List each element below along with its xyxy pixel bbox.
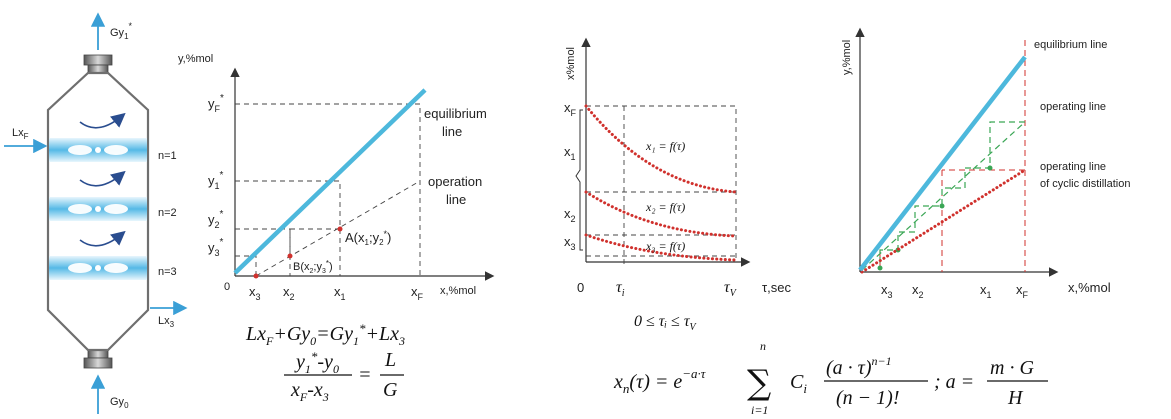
sum-lower-limit: i=1 (751, 403, 768, 417)
formula-a-denominator: H (1007, 387, 1024, 409)
formula-denominator: (n − 1)! (836, 387, 899, 409)
y-axis-label: x%mol (565, 47, 577, 80)
y-tick-yf: yF* (208, 93, 224, 114)
formula-a-numerator: m · G (990, 357, 1034, 379)
vapor-in-label: Gy0 (110, 396, 129, 410)
y-tick-x1: x1 (564, 144, 576, 162)
curve-x2 (584, 190, 738, 238)
vapor-out-label: Gy1* (110, 21, 133, 41)
x-tick-x3: x3 (881, 282, 893, 300)
equilibrium-line (858, 55, 1027, 272)
stage-label: n=1 (158, 150, 177, 162)
x-tick-x2: x2 (912, 282, 924, 300)
operating-line-label: operating line (1040, 101, 1106, 113)
cyclic-line-label: operating line (1040, 161, 1106, 173)
equilibrium-line-label: equilibrium (424, 106, 487, 121)
bottom-flange (83, 357, 113, 369)
curve-label-x2: x₂ = f(τ) (645, 200, 685, 214)
origin-label: 0 (224, 281, 230, 293)
batch-curves-diagram: x%mol τ,sec 0 x₁ = f(τ) x₂ = f(τ) x₃ = f… (564, 37, 791, 333)
curve-x3 (584, 233, 738, 262)
cyclic-distillation-diagram: y,%mol x,%mol x3 x2 x1 xF equilibrium li… (841, 27, 1130, 300)
bottoms-label: Lx3 (158, 315, 175, 329)
operation-line-label: line (446, 192, 466, 207)
stage-label: n=3 (158, 266, 177, 278)
origin-label: 0 (577, 280, 584, 295)
sum-symbol: ∑ (747, 363, 771, 403)
bottom-nozzle (87, 349, 109, 359)
top-flange (83, 54, 113, 66)
point-b (287, 253, 293, 259)
ratio-denominator: xF-x3 (290, 379, 329, 404)
y-axis-label: y,%mol (841, 40, 853, 75)
x-tick-xf: xF (411, 284, 424, 302)
sum-upper-limit: n (760, 339, 766, 353)
x-tick-x2: x2 (283, 284, 295, 302)
equilibrium-line-label: equilibrium line (1034, 39, 1107, 51)
point-a (337, 226, 343, 232)
ratio-numerator: y1*-y0 (294, 349, 339, 376)
swirl-icon (79, 170, 126, 187)
stage-liquid-1 (49, 138, 147, 162)
formula-numerator: (a · τ)n−1 (826, 354, 892, 379)
x-axis-label: x,%mol (440, 285, 476, 297)
formula-coefficient: Ci (790, 371, 807, 396)
x-tick-x1: x1 (334, 284, 346, 302)
range-brace (575, 109, 583, 251)
equals-sign: = (358, 364, 372, 386)
x-tick-xf: xF (1016, 282, 1029, 300)
point-b-label: B(x2;y3*) (293, 259, 333, 275)
ratio-rhs-numerator: L (384, 349, 396, 371)
y-tick-y2: y2* (208, 209, 224, 230)
y-tick-x3: x3 (564, 234, 576, 252)
equilibrium-line (233, 88, 427, 275)
xn-formula: xn(τ) = e−a·τ n ∑ i=1 Ci (a · τ)n−1 (n −… (613, 339, 1048, 417)
cyclic-operating-line (860, 168, 1027, 274)
swirl-icon (79, 112, 126, 129)
stage-label: n=2 (158, 207, 177, 219)
operation-line-label: operation (428, 174, 482, 189)
mccabe-thiele-diagram: y,%mol x,%mol 0 yF* y1* y2* y3* x3 x2 x1… (178, 53, 495, 404)
y-tick-x2: x2 (564, 206, 576, 224)
point-a-label: A(x1;y2*) (345, 229, 391, 247)
formula-a-def: ; a = (934, 371, 974, 393)
point-x3 (253, 273, 259, 279)
stage-liquid-3 (49, 256, 147, 280)
formula-lhs: xn(τ) = e−a·τ (613, 366, 707, 396)
x-axis-label: x,%mol (1068, 280, 1111, 295)
x-tick-tau-i: τi (616, 279, 625, 299)
x-tick-x3: x3 (249, 284, 261, 302)
balance-equation: LxF+Gy0=Gy1*+Lx3 (245, 321, 405, 348)
equilibrium-line-label: line (442, 124, 462, 139)
operating-line (861, 121, 1026, 271)
y-tick-y1: y1* (208, 170, 224, 191)
x-tick-x1: x1 (980, 282, 992, 300)
ratio-rhs-denominator: G (383, 379, 398, 401)
cyclic-line-label: of cyclic distillation (1040, 178, 1130, 190)
x-tick-tau-v: τV (724, 279, 738, 299)
distillation-column: n=1 n=2 n=3 Gy1* Gy0 LxF Lx3 (4, 12, 188, 414)
feed-label: LxF (12, 127, 29, 141)
tau-constraint: 0 ≤ τᵢ ≤ τV (634, 313, 698, 333)
curve-label-x1: x₁ = f(τ) (645, 139, 685, 153)
swirl-icon (79, 230, 126, 247)
top-nozzle (87, 64, 109, 74)
y-axis-label: y,%mol (178, 53, 213, 65)
y-tick-xf: xF (564, 100, 577, 118)
x-axis-label: τ,sec (762, 280, 791, 295)
curve-x1 (584, 104, 738, 194)
stage-liquid-2 (49, 197, 147, 221)
curve-label-x3: x₃ = f(τ) (645, 239, 685, 253)
y-tick-y3: y3* (208, 237, 224, 258)
